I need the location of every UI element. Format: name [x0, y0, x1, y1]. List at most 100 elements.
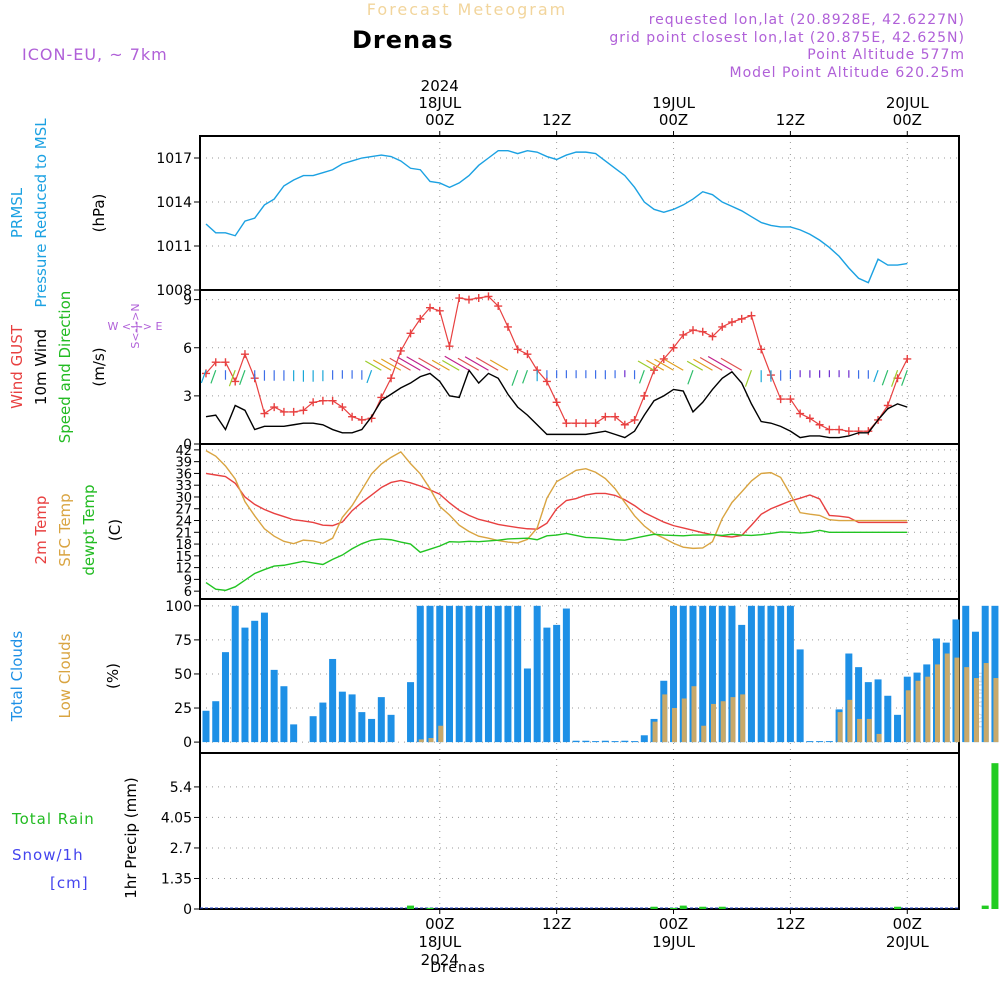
wind-gust-point	[669, 343, 678, 352]
total-cloud-bar	[368, 718, 376, 743]
bottom-time-label: 20JUL	[886, 933, 929, 951]
y-tick-label: 2.7	[170, 841, 192, 857]
y-tick-label: 0	[183, 902, 192, 918]
wind-direction-arrow	[406, 356, 431, 371]
wind-direction-arrow	[489, 359, 509, 371]
total-cloud-bar	[767, 605, 775, 743]
total-cloud-bar	[786, 605, 794, 743]
wind-gust-point	[387, 374, 396, 383]
total-cloud-bar	[446, 605, 453, 743]
bottom-time-label: 00Z	[659, 915, 688, 933]
total-cloud-bar	[670, 605, 678, 743]
rain-bar	[718, 906, 726, 909]
wind-direction-arrow	[366, 370, 373, 384]
rain-bar	[670, 907, 678, 909]
total-cloud-bar	[562, 608, 570, 743]
total-cloud-bar	[884, 695, 892, 743]
total-cloud-bar	[251, 620, 259, 743]
y-tick-label: 33	[175, 479, 192, 494]
wind-gust-point	[348, 412, 357, 421]
wind-direction-arrow	[522, 370, 528, 384]
total-cloud-bar	[290, 724, 298, 743]
total-cloud-bar	[621, 740, 629, 743]
wind-gust-point	[727, 318, 736, 327]
total-cloud-bar	[280, 686, 288, 743]
wind-gust-point	[659, 354, 668, 363]
wind-gust-point	[718, 322, 727, 331]
grid-point-coordinates: grid point closest lon,lat (20.875E, 42.…	[609, 30, 965, 46]
wind-direction-arrow	[744, 370, 753, 387]
y-tick-label: 100	[165, 599, 192, 615]
y-tick-label: 24	[175, 515, 192, 530]
low-clouds-label: Low Clouds	[56, 633, 74, 718]
wind-gust-point	[289, 407, 298, 416]
wind-gust-point	[640, 391, 649, 400]
rain-bar	[894, 906, 902, 909]
total-cloud-bar	[348, 694, 356, 743]
y-tick-label: 1014	[156, 195, 192, 211]
total-cloud-bar	[387, 714, 395, 743]
low-cloud-bar	[837, 712, 843, 743]
wind-gust-point	[406, 329, 415, 338]
wind-direction-arrow	[699, 356, 723, 371]
total-cloud-bar	[757, 605, 765, 743]
bottom-time-label: 12Z	[542, 915, 571, 933]
wind-unit: (m/s)	[90, 347, 108, 386]
wind-gust-point	[611, 412, 620, 421]
wind-gust-point	[279, 407, 288, 416]
wind-direction-arrow	[389, 357, 411, 371]
total-cloud-bar	[465, 605, 473, 743]
total-cloud-bar	[718, 605, 726, 743]
wind-direction-arrow	[637, 360, 655, 371]
wind-direction-arrow	[873, 370, 879, 383]
wind-gust-point	[435, 306, 444, 315]
wind-direction-arrow	[444, 355, 470, 371]
total-cloud-bar	[523, 668, 531, 743]
pressure-line	[205, 149, 908, 284]
wind-direction-arrow	[228, 370, 236, 387]
wind-gust-point	[240, 350, 249, 359]
dewpoint-line	[205, 529, 908, 592]
total-cloud-bar	[708, 605, 716, 743]
bottom-time-label: 00Z	[425, 915, 454, 933]
wind-direction-arrow	[687, 370, 694, 385]
total-cloud-bar	[416, 605, 424, 743]
low-cloud-bar	[710, 703, 716, 743]
low-cloud-bar	[428, 738, 434, 743]
wind-gust-point	[455, 294, 464, 303]
panel-frame	[199, 752, 960, 910]
compass-west-east: W <-|-> E	[108, 320, 163, 333]
wind-gust-point	[591, 419, 600, 428]
y-tick-label: 5.4	[170, 780, 192, 796]
low-cloud-bar	[652, 721, 658, 743]
wind-gust-point	[864, 427, 873, 436]
wind-gust-point	[542, 377, 551, 386]
total-cloud-bar	[455, 605, 463, 743]
wind-gust-point	[796, 409, 805, 418]
wind-direction-arrow	[720, 357, 743, 371]
wind-gust-point	[494, 302, 503, 311]
panel-frame	[199, 289, 960, 445]
wind-gust-point	[903, 354, 912, 363]
wind-direction-arrow	[890, 370, 899, 387]
rain-bar	[426, 907, 434, 909]
total-cloud-bar	[874, 679, 882, 743]
wind-gust-point	[562, 419, 571, 428]
wind-gust-point	[231, 377, 240, 386]
total-cloud-bar	[689, 605, 697, 743]
point-altitude: Point Altitude 577m	[807, 47, 965, 63]
total-cloud-bar	[475, 605, 483, 743]
total-cloud-bar	[543, 627, 551, 743]
precip-axis-label: 1hr Precip (mm)	[122, 777, 140, 898]
total-cloud-bar	[436, 605, 444, 743]
low-cloud-bar	[983, 663, 989, 743]
total-cloud-bar	[777, 605, 785, 743]
total-cloud-bar	[231, 605, 239, 743]
model-name: ICON-EU, ~ 7km	[22, 45, 168, 64]
requested-coordinates: requested lon,lat (20.8928E, 42.6227N)	[649, 12, 965, 28]
y-tick-label: 0	[183, 735, 192, 751]
wind-gust-point	[679, 330, 688, 339]
y-tick-label: 6	[183, 341, 192, 357]
wind-gust-point	[260, 409, 269, 418]
wind-gust-point	[211, 358, 220, 367]
